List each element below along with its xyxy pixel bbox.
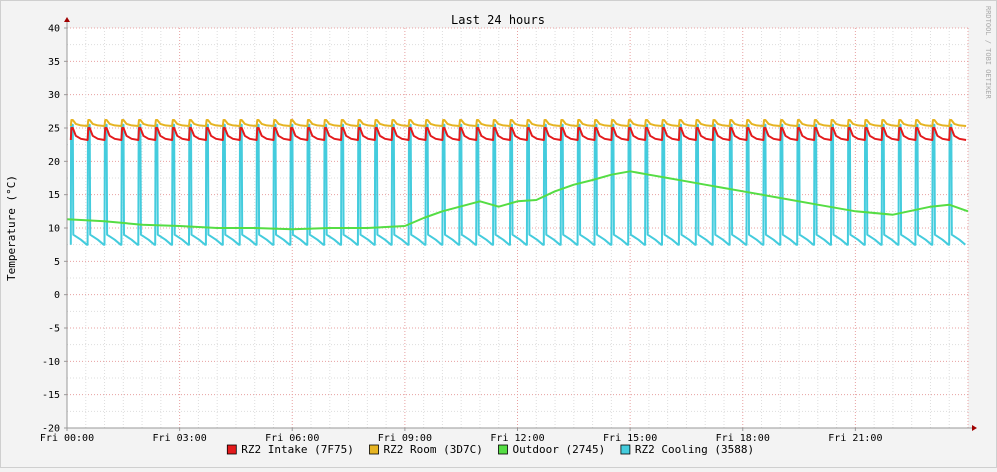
legend: RZ2 Intake (7F75) RZ2 Room (3D7C) Outdoor … — [226, 443, 754, 456]
grid — [66, 27, 969, 429]
y-tick-label: -15 — [42, 390, 60, 401]
x-tick-label: Fri 21:00 — [828, 433, 882, 444]
y-tick-label: -20 — [42, 424, 60, 435]
legend-label: RZ2 Room (3D7C) — [384, 443, 483, 456]
y-tick-label: 5 — [54, 257, 60, 268]
y-tick-label: 30 — [48, 90, 60, 101]
y-tick-label: -5 — [48, 324, 60, 335]
y-tick-label: 20 — [48, 157, 60, 168]
x-tick-label: Fri 09:00 — [378, 433, 432, 444]
x-tick-label: Fri 18:00 — [716, 433, 770, 444]
y-tick-label: -10 — [42, 357, 60, 368]
y-tick-label: 15 — [48, 190, 60, 201]
legend-swatch — [226, 444, 237, 455]
watermark: RRDTOOL / TOBI OETIKER — [984, 6, 992, 100]
series-line-3 — [69, 123, 966, 246]
x-tick-label: Fri 15:00 — [603, 433, 657, 444]
y-tick-label: 0 — [54, 290, 60, 301]
y-tick-label: 35 — [48, 57, 60, 68]
series-line-0 — [69, 127, 967, 141]
x-tick-label: Fri 06:00 — [265, 433, 319, 444]
series-line-2 — [66, 170, 969, 231]
axes — [64, 17, 977, 431]
x-tick-label: Fri 03:00 — [153, 433, 207, 444]
y-axis-arrow — [64, 17, 70, 22]
series-line-1 — [69, 119, 967, 127]
y-tick-label: 40 — [48, 24, 60, 35]
y-axis-label: Temperature (°C) — [5, 175, 18, 281]
x-tick-label: Fri 12:00 — [490, 433, 544, 444]
x-axis-arrow — [972, 425, 977, 431]
legend-label: RZ2 Intake (7F75) — [241, 443, 354, 456]
legend-label: Outdoor (2745) — [513, 443, 606, 456]
y-tick-label: 25 — [48, 124, 60, 135]
chart-title: Last 24 hours — [451, 13, 545, 27]
series-lines — [66, 119, 969, 246]
legend-swatch — [498, 444, 508, 455]
legend-label: RZ2 Cooling (3588) — [635, 443, 754, 456]
y-tick-label: 10 — [48, 224, 60, 235]
legend-swatch — [369, 444, 379, 455]
x-tick-label: Fri 00:00 — [40, 433, 94, 444]
legend-swatch — [620, 444, 631, 455]
